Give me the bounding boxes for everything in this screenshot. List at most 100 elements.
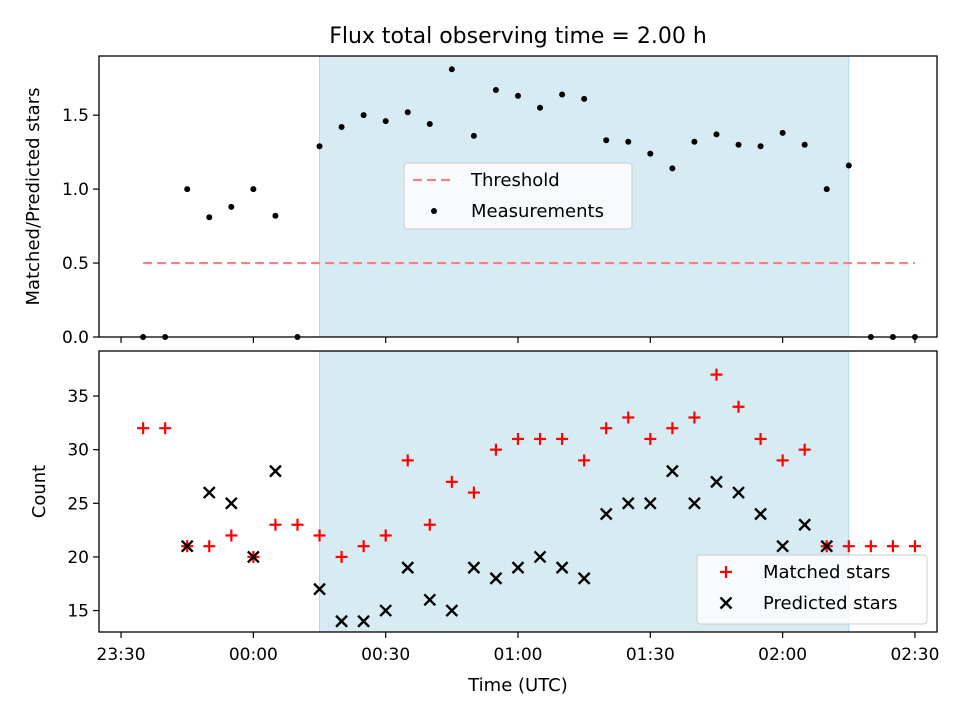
measurement-point <box>669 165 676 172</box>
y-tick-label: 35 <box>67 387 89 407</box>
top-legend: Threshold Measurements <box>403 162 633 230</box>
matched-star-point <box>534 432 547 445</box>
cross-stroke-b <box>357 614 370 628</box>
cross-stroke-b <box>710 475 723 489</box>
legend-threshold-label: Threshold <box>470 170 560 191</box>
matched-star-point <box>159 422 172 435</box>
predicted-star-point <box>269 464 282 478</box>
measurement-point <box>184 186 191 193</box>
cross-stroke-b <box>533 550 547 564</box>
cross-stroke-b <box>401 561 415 574</box>
measurement-point <box>823 186 830 193</box>
cross-stroke-b <box>666 464 679 478</box>
cross-stroke-b <box>224 496 238 510</box>
measurement-point <box>559 91 566 98</box>
matched-star-point <box>467 486 480 499</box>
matched-star-point <box>622 411 635 424</box>
matched-star-point <box>556 432 569 445</box>
predicted-star-point <box>423 593 437 607</box>
matched-star-point <box>666 422 679 435</box>
cross-stroke-b <box>643 496 657 510</box>
matched-star-point <box>401 454 414 467</box>
matched-star-point <box>512 432 524 445</box>
bottom-y-axis-label: Count <box>29 465 50 518</box>
matched-star-point <box>600 422 613 435</box>
measurement-point <box>382 118 389 125</box>
matched-star-point <box>864 540 877 553</box>
measurement-point <box>272 212 279 219</box>
predicted-star-point <box>313 582 326 596</box>
top-y-axis-label: Matched/Predicted stars <box>23 88 44 306</box>
predicted-star-point <box>688 496 701 510</box>
y-tick-label: 0.0 <box>62 328 89 348</box>
measurement-point <box>426 121 433 128</box>
legend-measurement-swatch <box>431 208 437 214</box>
y-tick-label: 25 <box>67 494 89 514</box>
x-tick-label: 02:30 <box>890 645 939 665</box>
measurement-point <box>470 132 477 139</box>
predicted-star-point <box>533 550 547 564</box>
cross-stroke-b <box>379 604 393 617</box>
cross-stroke-b <box>732 486 745 499</box>
matched-star-point <box>269 518 282 531</box>
matched-star-point <box>445 475 458 488</box>
predicted-star-point <box>357 614 370 628</box>
predicted-star-point <box>445 604 459 617</box>
measurement-point <box>757 143 764 150</box>
matched-star-point <box>313 529 326 542</box>
legend-predicted-label: Predicted stars <box>763 593 897 614</box>
cross-stroke-b <box>577 572 591 585</box>
top-y-axis-ticks: 0.0 0.5 1.0 1.5 <box>62 106 99 348</box>
predicted-star-point <box>643 496 657 510</box>
cross-stroke-b <box>445 604 459 617</box>
predicted-star-point <box>180 539 194 553</box>
x-tick-label: 01:00 <box>494 645 543 665</box>
top-plot-frame <box>98 55 938 338</box>
y-tick-label: 20 <box>67 548 89 568</box>
y-tick-label: 1.0 <box>62 180 89 200</box>
y-tick-label: 15 <box>67 602 89 622</box>
matched-star-point <box>908 540 921 553</box>
cross-stroke-b <box>754 507 767 521</box>
y-tick-label: 30 <box>67 441 89 461</box>
measurement-point <box>250 186 257 193</box>
x-tick-label: 00:30 <box>361 645 410 665</box>
measurement-point <box>647 150 654 157</box>
cross-stroke-b <box>688 496 701 510</box>
legend-measurement-label: Measurements <box>471 201 604 222</box>
predicted-star-point <box>335 614 348 628</box>
measurement-point <box>316 143 323 150</box>
predicted-star-point <box>379 604 393 617</box>
cross-stroke-b <box>621 496 635 510</box>
measurement-point <box>360 112 367 119</box>
matched-star-point <box>688 411 701 424</box>
matched-star-point <box>732 400 745 413</box>
predicted-star-point <box>489 572 503 585</box>
top-data-marks <box>140 66 918 340</box>
measurement-point <box>206 214 213 221</box>
matched-star-point <box>423 518 436 531</box>
bottom-data-marks <box>137 368 921 628</box>
predicted-star-point <box>666 464 679 478</box>
matched-star-point <box>754 432 767 445</box>
legend-matched-swatch <box>720 566 732 578</box>
measurement-point <box>228 203 235 210</box>
x-tick-label: 02:00 <box>758 645 807 665</box>
cross-stroke-b <box>555 561 569 574</box>
matched-star-point <box>203 540 216 553</box>
matched-star-point <box>225 529 238 542</box>
x-tick-label: 01:30 <box>626 645 675 665</box>
predicted-star-point <box>754 507 767 521</box>
cross-stroke-b <box>467 561 481 574</box>
cross-stroke-b <box>511 561 525 574</box>
measurement-point <box>404 109 411 116</box>
predicted-star-point <box>732 486 745 499</box>
legend-matched-label: Matched stars <box>763 562 890 583</box>
matched-star-point <box>578 454 591 467</box>
predicted-star-point <box>555 561 569 574</box>
matched-star-point <box>886 540 899 553</box>
cross-stroke-b <box>719 596 733 610</box>
cross-stroke-b <box>423 593 437 607</box>
predicted-star-point <box>224 496 238 510</box>
